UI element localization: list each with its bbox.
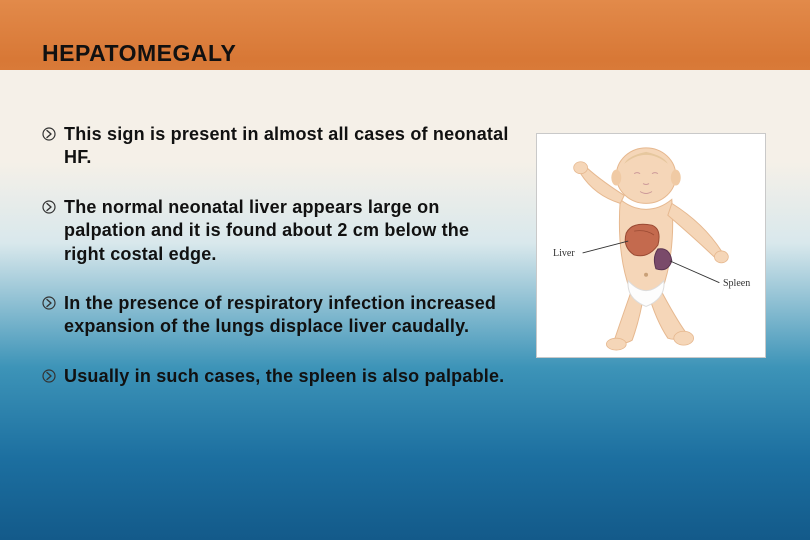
page-title: HEPATOMEGALY xyxy=(42,40,768,67)
neonate-illustration: Liver Spleen xyxy=(536,133,766,358)
bullet-arrow-icon xyxy=(42,200,56,214)
bullet-arrow-icon xyxy=(42,369,56,383)
bullet-arrow-icon xyxy=(42,127,56,141)
bullet-list: This sign is present in almost all cases… xyxy=(42,123,512,388)
bullet-arrow-icon xyxy=(42,296,56,310)
list-item: Usually in such cases, the spleen is als… xyxy=(42,365,512,388)
bullet-text: This sign is present in almost all cases… xyxy=(64,123,512,170)
list-item: This sign is present in almost all cases… xyxy=(42,123,512,170)
bullet-text: Usually in such cases, the spleen is als… xyxy=(64,365,504,388)
slide: HEPATOMEGALY This sign is present in alm… xyxy=(0,0,810,540)
list-item: The normal neonatal liver appears large … xyxy=(42,196,512,266)
list-item: In the presence of respiratory infection… xyxy=(42,292,512,339)
neonate-svg xyxy=(537,134,765,357)
liver-label: Liver xyxy=(553,248,575,259)
bullet-text: In the presence of respiratory infection… xyxy=(64,292,512,339)
bullet-text: The normal neonatal liver appears large … xyxy=(64,196,512,266)
spleen-label: Spleen xyxy=(723,278,750,289)
content-row: This sign is present in almost all cases… xyxy=(42,123,768,388)
